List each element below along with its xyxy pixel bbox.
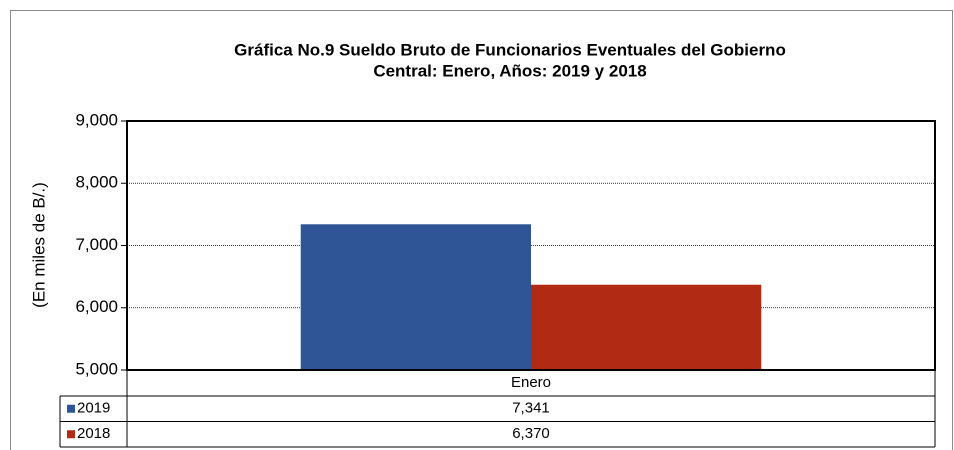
legend-swatch <box>67 404 75 413</box>
x-tick-label: Enero <box>511 374 551 391</box>
data-label: 6,370 <box>512 425 550 442</box>
bar <box>300 224 531 370</box>
legend-label: 2019 <box>77 400 110 417</box>
data-label: 7,341 <box>512 400 550 417</box>
y-tick-label: 6,000 <box>75 297 118 316</box>
plot-border <box>126 120 936 371</box>
legend-swatch <box>67 430 75 439</box>
y-tick-label: 8,000 <box>75 173 118 192</box>
y-tick-label: 9,000 <box>75 110 118 129</box>
legend-label: 2018 <box>77 425 110 442</box>
chart-title: Central: Enero, Años: 2019 y 2018 <box>373 61 646 80</box>
chart-title: Gráfica No.9 Sueldo Bruto de Funcionario… <box>234 40 786 59</box>
y-tick-label: 5,000 <box>75 359 118 378</box>
y-tick-label: 7,000 <box>75 235 118 254</box>
y-axis-label: (En miles de B/.) <box>29 182 48 308</box>
bar <box>531 284 762 370</box>
